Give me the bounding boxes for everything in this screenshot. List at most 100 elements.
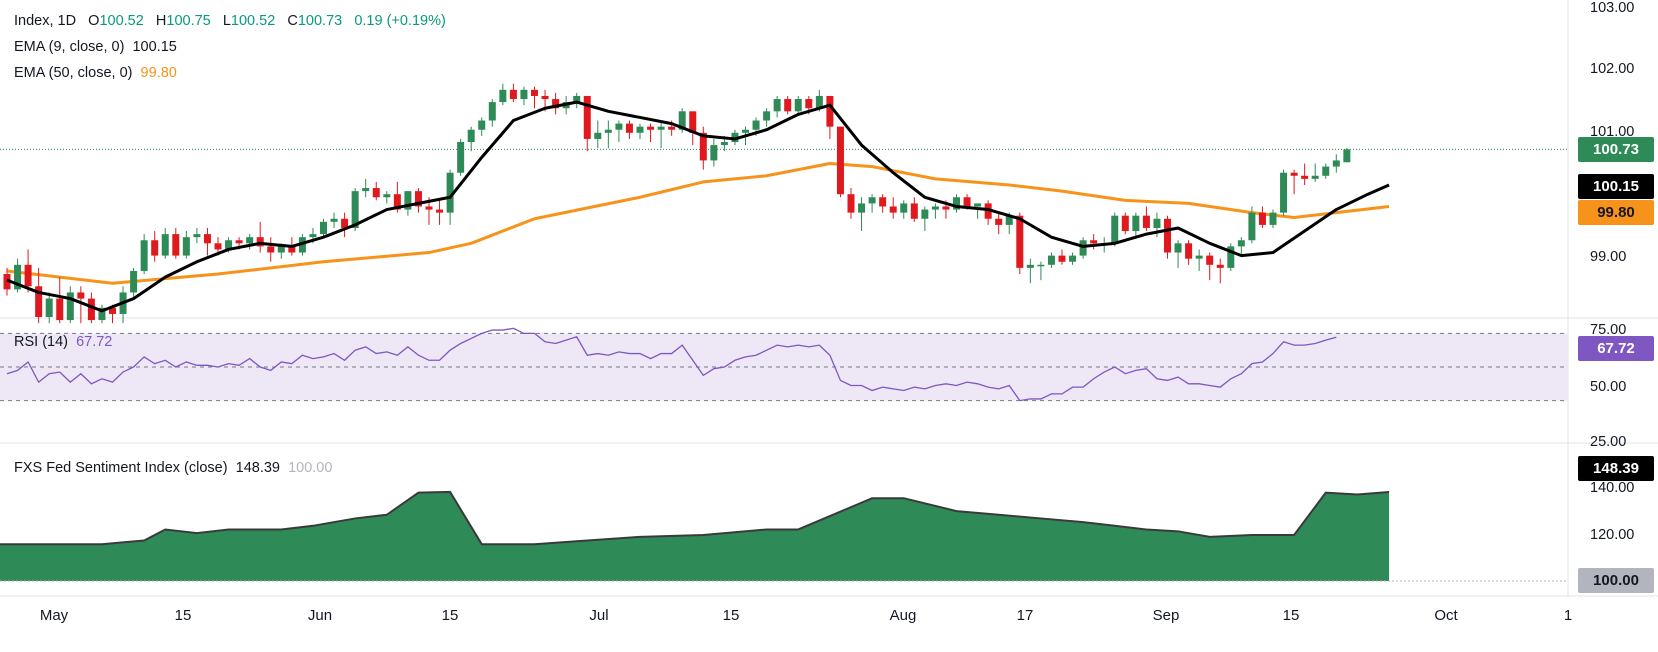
ema50-legend: EMA (50, close, 0) 99.80 [14, 65, 177, 81]
candle-down [109, 307, 116, 314]
candle-down [436, 209, 444, 213]
candle-up [362, 188, 370, 192]
candle-down [77, 292, 85, 299]
candle-down [784, 99, 792, 112]
candle-up [1343, 149, 1351, 163]
candle-up [66, 292, 74, 321]
ema9-label: EMA (9, close, 0) [14, 39, 125, 55]
candle-down [963, 197, 971, 207]
candle-up [1037, 264, 1045, 267]
price-tick-103: 103.00 [1590, 0, 1635, 16]
rsi-last-label: 67.72 [1578, 336, 1654, 361]
candle-down [56, 298, 64, 321]
candle-up [1005, 215, 1013, 225]
rsi-line [6, 327, 1337, 402]
candle-up [763, 111, 771, 121]
candle-down [847, 194, 855, 213]
close-value: 100.73 [297, 13, 343, 29]
candle-down [203, 234, 211, 244]
candle-up [1248, 212, 1256, 241]
fed-last-label: 148.39 [1578, 456, 1654, 481]
fed-value: 148.39 [235, 460, 280, 476]
last-price-label: 100.73 [1578, 137, 1654, 162]
candle-down [1290, 172, 1298, 176]
candle-up [678, 111, 686, 130]
x-tick-sep: Sep [1152, 607, 1180, 624]
candle-down [689, 111, 697, 133]
candle-down [1301, 175, 1309, 179]
x-tick-oct-1: 1 [1563, 607, 1573, 624]
candle-down [1258, 212, 1266, 225]
x-tick-sep-15: 15 [1282, 607, 1300, 624]
candle-up [309, 234, 317, 238]
x-tick-may: May [39, 607, 69, 624]
candle-down [826, 95, 834, 127]
candle-down [151, 240, 159, 256]
x-tick-aug-17: 17 [1016, 607, 1034, 624]
fed-label: FXS Fed Sentiment Index (close) [14, 460, 228, 476]
x-tick-may-15: 15 [174, 607, 192, 624]
candle-up [193, 234, 201, 238]
candle-up [1237, 240, 1245, 247]
candle-up [467, 129, 475, 143]
close-label: C [287, 13, 298, 29]
candle-down [87, 298, 95, 321]
ema50-value: 99.80 [140, 65, 177, 81]
price-legend: Index, 1D O100.52 H100.75 L100.52 C100.7… [14, 13, 446, 29]
candle-down [1216, 264, 1224, 268]
candle-up [1132, 215, 1140, 232]
fed-baseline-label: 100.00 [1578, 568, 1654, 593]
candle-up [594, 132, 602, 139]
candle-up [1195, 255, 1203, 259]
candle-down [1164, 218, 1171, 253]
candle-up [277, 246, 285, 253]
candle-up [1153, 218, 1161, 228]
candle-up [636, 126, 644, 133]
candle-down [995, 218, 1003, 225]
candle-up [488, 102, 496, 121]
candle-down [1058, 255, 1066, 262]
candle-down [235, 240, 243, 244]
candle-down [541, 95, 549, 100]
ema9-legend: EMA (9, close, 0) 100.15 [14, 39, 177, 55]
candle-down [256, 237, 264, 247]
candle-up [98, 307, 106, 321]
candle-up [773, 99, 781, 112]
candle-up [404, 191, 412, 210]
candle-up [246, 237, 254, 244]
candle-down [425, 206, 433, 210]
candle-up [1280, 172, 1288, 213]
candle-up [900, 203, 908, 213]
candle-up [320, 221, 327, 235]
candle-down [393, 194, 401, 210]
candle-up [573, 95, 581, 103]
candle-down [942, 206, 950, 210]
candle-up [161, 234, 169, 256]
candle-up [921, 209, 929, 219]
candle-down [1121, 215, 1129, 232]
rsi-value: 67.72 [76, 334, 113, 350]
candle-up [383, 194, 391, 198]
candle-down [699, 132, 707, 161]
rsi-tick-50: 50.00 [1590, 379, 1627, 395]
fed-baseline: 100.00 [288, 460, 333, 476]
candle-up [604, 129, 612, 133]
price-tick-99: 99.00 [1590, 249, 1627, 265]
rsi-label: RSI (14) [14, 334, 68, 350]
ema50-label: EMA (50, close, 0) [14, 65, 133, 81]
x-tick-jul-15: 15 [722, 607, 740, 624]
candle-down [552, 99, 560, 109]
candle-up [615, 123, 623, 130]
fed-line [0, 490, 1390, 546]
candle-down [1185, 243, 1193, 259]
candle-up [225, 240, 233, 250]
candle-down [647, 126, 655, 130]
candle-up [858, 203, 866, 213]
candle-up [330, 218, 338, 222]
candle-down [1016, 215, 1024, 268]
candle-down [910, 203, 918, 219]
candle-up [457, 142, 465, 173]
candle-up [931, 206, 939, 210]
candle-down [24, 264, 32, 287]
